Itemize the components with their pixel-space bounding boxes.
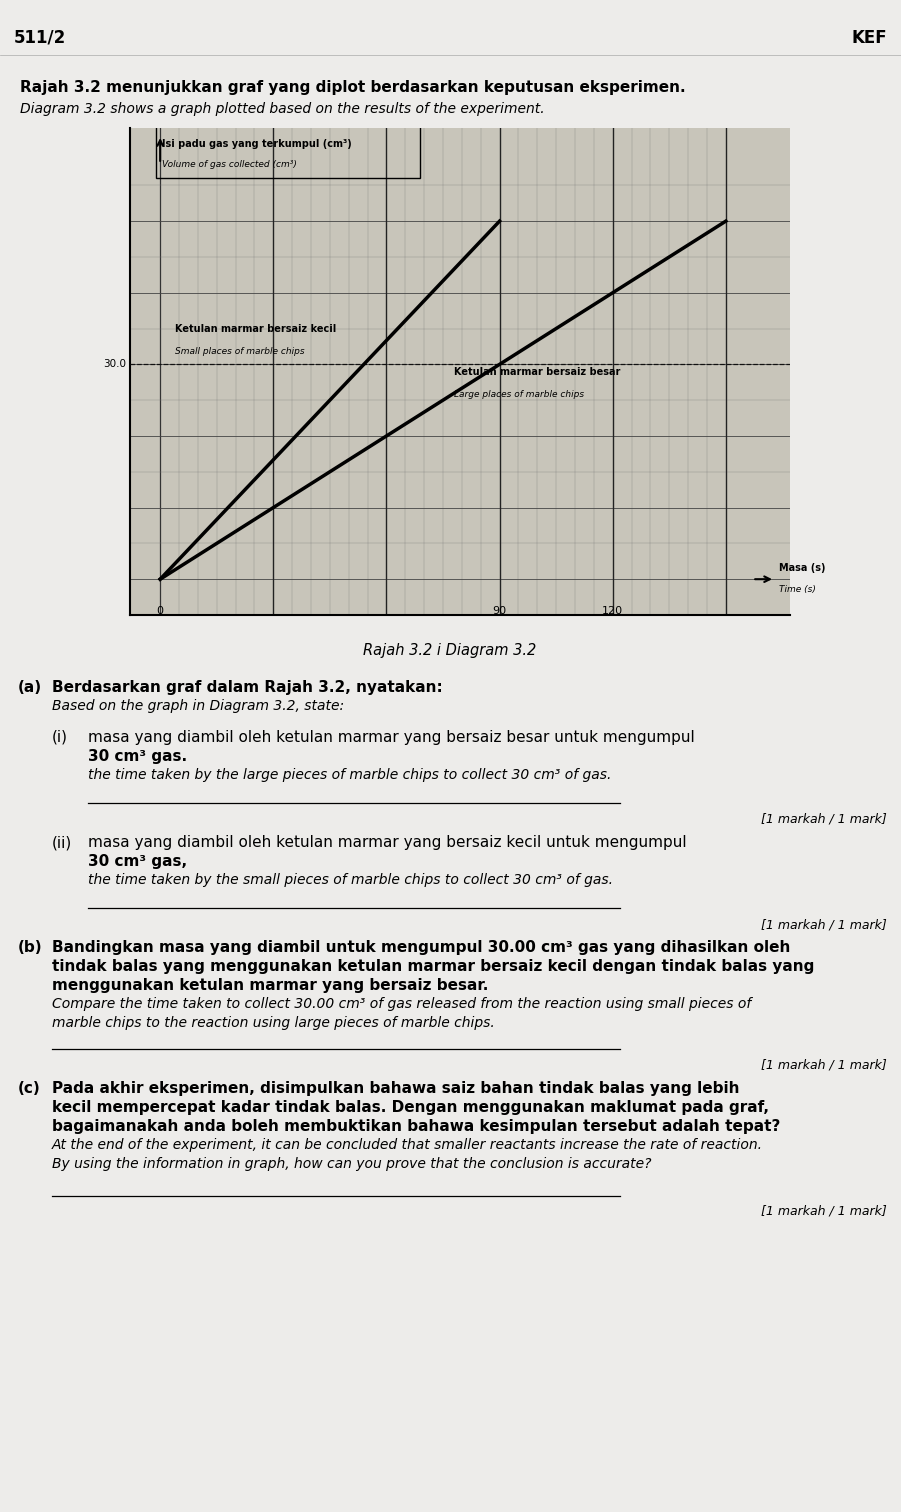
Text: [1 markah / 1 mark]: [1 markah / 1 mark] <box>761 813 887 826</box>
Text: Masa (s): Masa (s) <box>778 564 825 573</box>
Text: the time taken by the small pieces of marble chips to collect 30 cm³ of gas.: the time taken by the small pieces of ma… <box>88 872 613 888</box>
Text: masa yang diambil oleh ketulan marmar yang bersaiz besar untuk mengumpul: masa yang diambil oleh ketulan marmar ya… <box>88 730 695 745</box>
Text: At the end of the experiment, it can be concluded that smaller reactants increas: At the end of the experiment, it can be … <box>52 1139 763 1152</box>
Text: [1 markah / 1 mark]: [1 markah / 1 mark] <box>761 1204 887 1217</box>
Text: bagaimanakah anda boleh membuktikan bahawa kesimpulan tersebut adalah tepat?: bagaimanakah anda boleh membuktikan baha… <box>52 1119 780 1134</box>
Text: 30 cm³ gas.: 30 cm³ gas. <box>88 748 187 764</box>
Text: Ketulan marmar bersaiz besar: Ketulan marmar bersaiz besar <box>454 367 621 376</box>
Text: (ii): (ii) <box>52 835 72 850</box>
Text: Based on the graph in Diagram 3.2, state:: Based on the graph in Diagram 3.2, state… <box>52 699 344 714</box>
Text: 30 cm³ gas,: 30 cm³ gas, <box>88 854 187 869</box>
Text: menggunakan ketulan marmar yang bersaiz besar.: menggunakan ketulan marmar yang bersaiz … <box>52 978 488 993</box>
Text: [1 markah / 1 mark]: [1 markah / 1 mark] <box>761 918 887 931</box>
Text: [1 markah / 1 mark]: [1 markah / 1 mark] <box>761 1058 887 1072</box>
Text: Volume of gas collected (cm³): Volume of gas collected (cm³) <box>162 160 297 169</box>
Text: 0: 0 <box>157 606 164 617</box>
Text: (a): (a) <box>18 680 42 696</box>
Text: 90: 90 <box>493 606 506 617</box>
Text: Compare the time taken to collect 30.00 cm³ of gas released from the reaction us: Compare the time taken to collect 30.00 … <box>52 996 751 1012</box>
Text: 30.0: 30.0 <box>104 360 126 369</box>
Text: Diagram 3.2 shows a graph plotted based on the results of the experiment.: Diagram 3.2 shows a graph plotted based … <box>20 101 544 116</box>
Text: Large places of marble chips: Large places of marble chips <box>454 390 585 399</box>
Text: Rajah 3.2 menunjukkan graf yang diplot berdasarkan keputusan eksperimen.: Rajah 3.2 menunjukkan graf yang diplot b… <box>20 80 686 95</box>
Text: (i): (i) <box>52 730 68 745</box>
Text: Berdasarkan graf dalam Rajah 3.2, nyatakan:: Berdasarkan graf dalam Rajah 3.2, nyatak… <box>52 680 442 696</box>
Text: 511/2: 511/2 <box>14 29 67 47</box>
Text: Bandingkan masa yang diambil untuk mengumpul 30.00 cm³ gas yang dihasilkan oleh: Bandingkan masa yang diambil untuk mengu… <box>52 940 790 956</box>
Text: By using the information in graph, how can you prove that the conclusion is accu: By using the information in graph, how c… <box>52 1157 651 1170</box>
Text: Pada akhir eksperimen, disimpulkan bahawa saiz bahan tindak balas yang lebih: Pada akhir eksperimen, disimpulkan bahaw… <box>52 1081 740 1096</box>
Text: the time taken by the large pieces of marble chips to collect 30 cm³ of gas.: the time taken by the large pieces of ma… <box>88 768 612 782</box>
Bar <box>157 106 421 178</box>
Text: tindak balas yang menggunakan ketulan marmar bersaiz kecil dengan tindak balas y: tindak balas yang menggunakan ketulan ma… <box>52 959 815 974</box>
Text: Isi padu gas yang terkumpul (cm³): Isi padu gas yang terkumpul (cm³) <box>162 139 351 148</box>
Text: KEF: KEF <box>851 29 887 47</box>
Text: kecil mempercepat kadar tindak balas. Dengan menggunakan maklumat pada graf,: kecil mempercepat kadar tindak balas. De… <box>52 1101 769 1114</box>
Text: Small places of marble chips: Small places of marble chips <box>176 346 305 355</box>
Text: 120: 120 <box>602 606 623 617</box>
Text: marble chips to the reaction using large pieces of marble chips.: marble chips to the reaction using large… <box>52 1016 495 1030</box>
Text: Rajah 3.2 i Diagram 3.2: Rajah 3.2 i Diagram 3.2 <box>363 643 537 658</box>
Text: Ketulan marmar bersaiz kecil: Ketulan marmar bersaiz kecil <box>176 324 336 334</box>
Text: masa yang diambil oleh ketulan marmar yang bersaiz kecil untuk mengumpul: masa yang diambil oleh ketulan marmar ya… <box>88 835 687 850</box>
Text: (b): (b) <box>18 940 42 956</box>
Text: (c): (c) <box>18 1081 41 1096</box>
Text: Time (s): Time (s) <box>778 585 815 594</box>
